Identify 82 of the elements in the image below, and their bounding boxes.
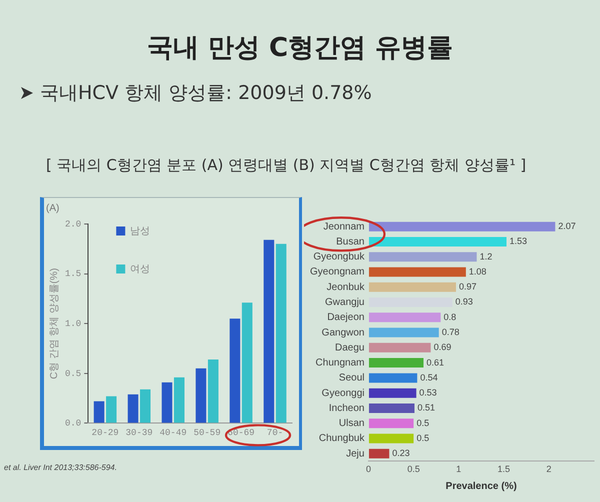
- data-label: 0.69: [434, 342, 452, 352]
- bar: [242, 302, 252, 423]
- x-tick-label: 40-49: [160, 428, 187, 438]
- data-label: 0.53: [419, 388, 437, 398]
- bar: [368, 388, 416, 398]
- bar: [208, 359, 218, 423]
- x-tick-label: 1: [456, 464, 462, 474]
- y-tick-label: 2.0: [65, 219, 82, 230]
- y-tick-label: Gyeonggi: [322, 388, 364, 399]
- text: 국내HCV 항체 양성률: 2009년 0.78%: [40, 81, 372, 106]
- bar: [162, 382, 172, 423]
- data-label: 1.53: [509, 236, 528, 246]
- y-tick-label: Jeju: [346, 448, 364, 460]
- y-tick-label: Chungbuk: [318, 433, 366, 444]
- bar: [368, 282, 456, 292]
- bar: [106, 396, 117, 423]
- bar: [368, 267, 466, 277]
- bar: [368, 328, 439, 338]
- bar: [368, 448, 390, 458]
- data-label: 0.51: [417, 402, 436, 413]
- y-tick-label: Gangwon: [322, 327, 364, 338]
- data-label: 1.2: [480, 251, 492, 262]
- y-tick-label: Gyeongnam: [310, 266, 364, 278]
- y-tick-label: 0.5: [65, 368, 82, 379]
- data-label: 0.23: [392, 448, 410, 458]
- text: [ 국내의 C형간염 분포 (A) 연령대별 (B) 지역별 C형간염 항체 양성률¹ ]: [46, 156, 526, 175]
- y-tick-label: 1.5: [65, 269, 82, 280]
- bar: [368, 403, 414, 413]
- bar: [196, 368, 206, 423]
- data-label: 0.97: [458, 282, 477, 292]
- bar: [368, 222, 556, 232]
- y-tick-label: Incheon: [328, 402, 364, 414]
- x-tick-label: 2: [546, 464, 552, 474]
- bar: [368, 342, 431, 352]
- x-tick-label: 50-59: [194, 428, 221, 438]
- x-tick-label: 0.5: [407, 464, 420, 474]
- bar: [368, 236, 506, 246]
- bar: [128, 394, 138, 423]
- x-axis-title: Prevalence (%): [446, 480, 517, 492]
- legend-label: 여성: [130, 264, 150, 275]
- bar: [368, 358, 424, 368]
- data-label: 1.08: [468, 266, 486, 276]
- data-label: 0.5: [416, 418, 430, 428]
- y-tick-label: Seoul: [338, 372, 364, 384]
- data-label: 0.78: [442, 327, 460, 338]
- y-tick-label: Jeonbuk: [326, 282, 366, 293]
- x-tick-label: 1.5: [498, 464, 510, 474]
- y-tick-label: Busan: [336, 236, 364, 248]
- x-tick-label: 20-29: [92, 428, 119, 438]
- bar: [368, 434, 414, 444]
- x-tick-label: 30-39: [126, 428, 153, 438]
- chart-title: (A): [46, 202, 60, 214]
- x-tick-label: 0: [366, 464, 371, 474]
- bar: [368, 312, 441, 322]
- text: et al. Liver Int 2013;33:586-594.: [4, 463, 117, 472]
- y-tick-label: 0.0: [65, 418, 82, 429]
- data-label: 0.93: [455, 296, 473, 307]
- y-tick-label: Gwangju: [325, 297, 364, 308]
- data-label: 0.61: [426, 357, 444, 368]
- y-tick-label: Gyeongbuk: [313, 252, 366, 263]
- y-tick-label: Jeonnam: [323, 221, 364, 232]
- y-tick-label: Daegu: [335, 342, 364, 354]
- bar: [174, 377, 184, 423]
- bar: [368, 418, 414, 428]
- y-axis-title: C형 간염 항체 양성률(%): [48, 268, 60, 380]
- bar: [94, 401, 104, 423]
- bar: [230, 318, 240, 423]
- y-tick-label: Chungnam: [316, 358, 364, 369]
- data-label: 2.07: [558, 221, 576, 232]
- bar: [368, 252, 477, 262]
- data-label: 0.8: [444, 312, 456, 322]
- x-tick-label: 70-: [266, 428, 284, 438]
- bar: [368, 373, 418, 383]
- bar: [140, 389, 151, 423]
- y-tick-label: 1.0: [65, 318, 82, 329]
- bar: [276, 244, 286, 423]
- bar: [264, 240, 274, 423]
- data-label: 0.54: [420, 372, 438, 382]
- legend-label: 남성: [130, 226, 150, 237]
- y-tick-label: Daejeon: [327, 312, 364, 324]
- text: 국내 만성 C형간염 유병률: [146, 32, 454, 65]
- y-tick-label: Ulsan: [338, 418, 364, 430]
